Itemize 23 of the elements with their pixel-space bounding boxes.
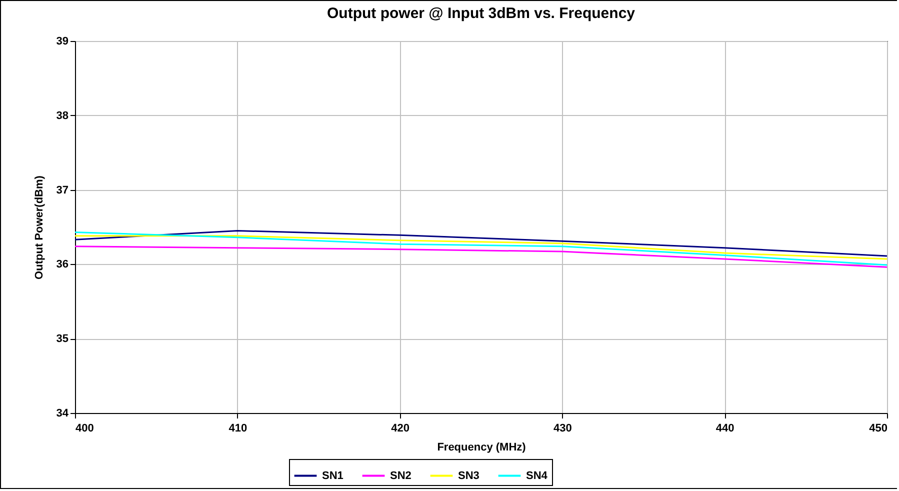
x-axis-title: Frequency (MHz) <box>437 442 526 454</box>
y-tick-label: 34 <box>56 408 70 420</box>
y-axis-title: Output Power(dBm) <box>33 175 46 280</box>
legend-label: SN2 <box>390 470 412 482</box>
x-tick-label: 400 <box>76 422 94 434</box>
x-tick-label: 440 <box>716 422 734 434</box>
x-tick-label: 420 <box>391 422 410 434</box>
line-series <box>74 231 888 266</box>
x-tick-label: 410 <box>228 422 248 434</box>
y-tick-label: 35 <box>56 333 68 346</box>
x-tick-label: 430 <box>554 422 572 434</box>
line-series <box>74 235 888 260</box>
legend-label: SN4 <box>526 470 548 482</box>
y-tick-label: 36 <box>56 258 68 271</box>
y-tick-label: 39 <box>56 36 68 48</box>
line-series <box>74 246 888 268</box>
y-tick-label: 38 <box>56 110 68 122</box>
legend-label: SN1 <box>322 470 344 482</box>
chart-title: Output power @ Input 3dBm vs. Frequency <box>327 5 636 22</box>
line-series <box>74 230 888 257</box>
legend-label: SN3 <box>458 470 480 482</box>
x-tick-label: 450 <box>869 422 888 434</box>
y-tick-label: 37 <box>56 184 68 196</box>
